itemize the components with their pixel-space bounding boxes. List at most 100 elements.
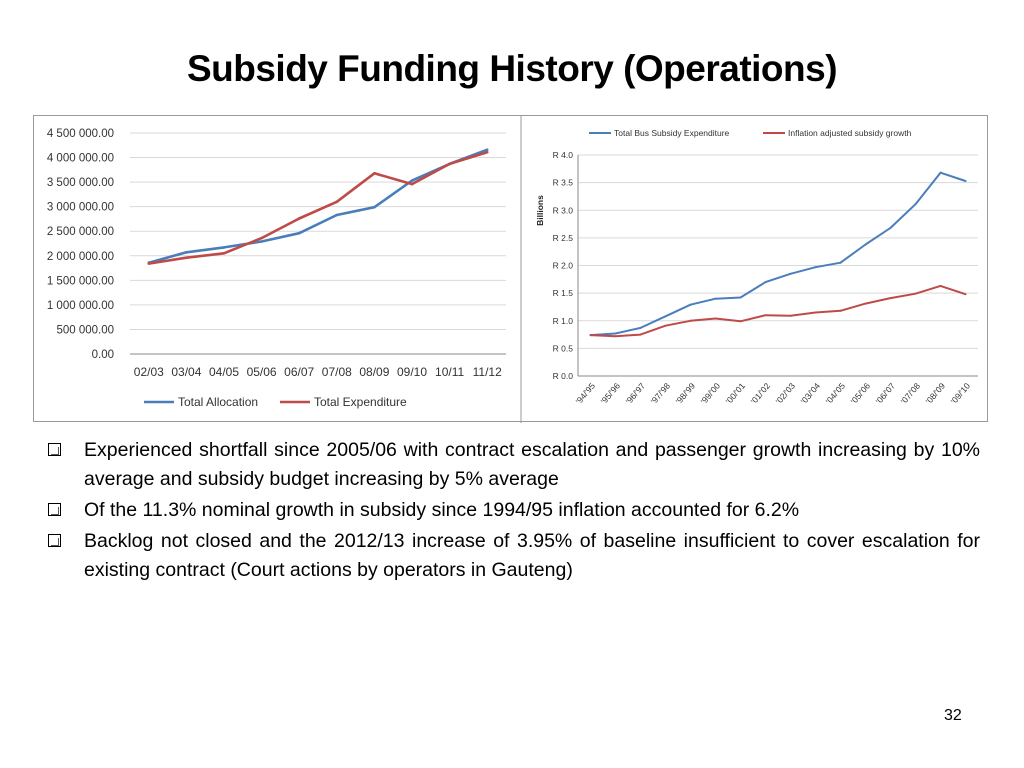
left-data-point (373, 171, 376, 175)
charts-panel: 0.00 500 000.00 1 000 000.00 1 500 000.00 2 … (33, 115, 988, 423)
left-y-tick-label: 4 500 000.00 (47, 128, 114, 140)
right-data-point (639, 326, 642, 329)
right-data-point (964, 179, 967, 182)
bullet-text: Experienced shortfall since 2005/06 with… (84, 439, 980, 490)
right-x-tick-label: '02/'03 (774, 381, 798, 406)
bullet-item: Backlog not closed and the 2012/13 incre… (48, 527, 980, 585)
right-data-point (689, 319, 692, 322)
left-legend-label: Total Expenditure (314, 395, 407, 409)
left-x-tick-label: 07/08 (322, 365, 352, 379)
left-data-point (335, 213, 339, 217)
left-data-point (147, 262, 151, 265)
bullet-item: Of the 11.3% nominal growth in subsidy s… (48, 496, 980, 525)
left-y-tick-label: 4 000 000.00 (47, 153, 114, 165)
right-data-point (839, 261, 842, 264)
left-y-tick-label: 1 000 000.00 (47, 300, 114, 312)
right-data-point (964, 293, 967, 296)
bullet-list: Experienced shortfall since 2005/06 with… (48, 436, 980, 587)
right-data-point (639, 333, 642, 336)
right-data-point (664, 324, 667, 327)
right-x-tick-label: '00/'01 (724, 381, 748, 406)
right-x-tick-label: '09/'10 (949, 381, 973, 406)
right-data-point (589, 334, 592, 337)
right-data-point (664, 315, 667, 318)
right-y-tick-label: R 2.5 (553, 233, 574, 243)
left-x-tick-label: 08/09 (359, 365, 389, 379)
left-data-point (222, 252, 226, 255)
right-x-tick-label: '01/'02 (749, 381, 773, 406)
left-data-point (373, 205, 376, 209)
left-x-tick-label: 11/12 (473, 365, 502, 379)
right-y-tick-label: R 0.5 (553, 343, 574, 353)
right-data-point (914, 292, 917, 295)
right-data-point (714, 297, 717, 300)
checkbox-bullet-icon (48, 534, 61, 547)
right-y-tick-label: R 1.5 (553, 288, 574, 298)
left-x-tick-label: 09/10 (397, 365, 427, 379)
right-data-point (614, 332, 617, 335)
left-y-tick-label: 0.00 (92, 349, 114, 361)
left-data-point (222, 246, 226, 249)
right-data-point (864, 302, 867, 305)
left-series-line-1 (148, 148, 488, 264)
right-legend-label: Inflation adjusted subsidy growth (788, 128, 912, 138)
right-data-point (789, 314, 792, 317)
right-y-tick-label: R 3.5 (553, 178, 574, 188)
left-data-point (485, 148, 489, 151)
right-data-point (689, 303, 692, 306)
right-y-tick-label: R 2.0 (553, 261, 574, 271)
right-series-line-2 (590, 284, 966, 338)
right-x-tick-label: '98/'99 (674, 381, 698, 406)
left-x-tick-label: 10/11 (435, 365, 464, 379)
right-x-tick-label: '05/'06 (849, 381, 873, 406)
left-data-point (297, 217, 301, 220)
right-data-point (814, 266, 817, 269)
left-y-tick-label: 3 500 000.00 (47, 177, 114, 189)
page-number: 32 (944, 707, 962, 724)
right-y-tick-label: R 4.0 (553, 150, 574, 160)
right-x-tick-label: '95/'96 (599, 381, 623, 406)
left-y-tick-label: 3 000 000.00 (47, 202, 114, 214)
right-y-tick-label: R 3.0 (553, 205, 574, 215)
right-legend-label: Total Bus Subsidy Expenditure (614, 128, 730, 138)
right-x-tick-label: '97/'98 (649, 381, 673, 406)
bullet-item: Experienced shortfall since 2005/06 with… (48, 436, 980, 494)
right-series-line-1 (590, 171, 966, 337)
right-data-point (764, 281, 767, 284)
right-x-tick-label: '03/'04 (799, 381, 823, 406)
left-x-tick-label: 06/07 (284, 365, 314, 379)
left-data-point (260, 240, 263, 243)
right-data-point (914, 203, 917, 206)
left-data-point (485, 150, 489, 154)
left-y-tick-label: 2 500 000.00 (47, 226, 114, 238)
right-data-point (939, 171, 942, 174)
left-data-point (260, 236, 263, 240)
left-data-point (410, 182, 414, 186)
right-data-point (889, 297, 892, 300)
left-data-point (297, 231, 301, 235)
right-x-tick-label: '07/'08 (899, 381, 923, 406)
right-y-axis-label: Billions (535, 195, 545, 226)
bullet-text: Of the 11.3% nominal growth in subsidy s… (84, 499, 800, 521)
right-data-point (739, 320, 742, 323)
bullet-text: Backlog not closed and the 2012/13 incre… (84, 530, 980, 581)
right-data-point (739, 296, 742, 299)
left-x-tick-label: 05/06 (247, 365, 277, 379)
right-x-tick-label: '08/'09 (924, 381, 948, 406)
left-x-tick-label: 04/05 (209, 365, 239, 379)
slide-title: Subsidy Funding History (Operations) (186, 48, 838, 89)
right-x-tick-label: '04/'05 (824, 381, 848, 406)
right-y-tick-label: R 1.0 (553, 316, 574, 326)
checkbox-bullet-icon (48, 443, 61, 456)
left-legend-label: Total Allocation (178, 395, 258, 409)
right-x-tick-label: '94/'95 (574, 381, 598, 406)
right-x-tick-label: '99/'00 (699, 381, 723, 406)
left-x-tick-label: 03/04 (171, 365, 201, 379)
left-data-point (335, 200, 339, 204)
right-data-point (889, 226, 892, 229)
right-data-point (789, 272, 792, 275)
right-data-point (614, 335, 617, 338)
left-y-tick-label: 1 500 000.00 (47, 275, 114, 287)
right-data-point (864, 243, 867, 246)
left-series-line-2 (148, 150, 488, 265)
